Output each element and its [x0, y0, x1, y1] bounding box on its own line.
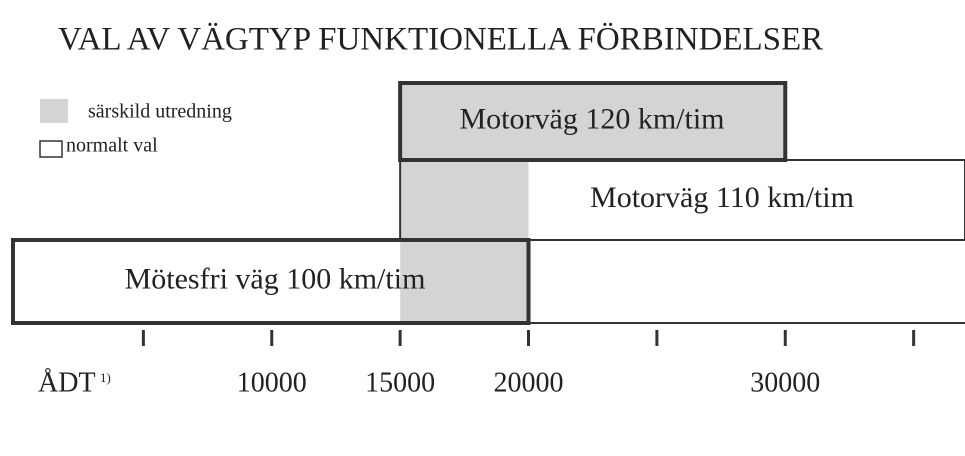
x-tick-label: 20000 [494, 367, 564, 398]
bar-border [11, 238, 531, 325]
legend-swatch [40, 99, 68, 123]
bar-label: Motorväg 120 km/tim [460, 102, 725, 135]
legend-swatch [39, 140, 63, 158]
x-tick-label: 30000 [750, 367, 820, 398]
special-region [400, 160, 529, 240]
x-axis-label: ÅDT [38, 367, 96, 398]
bar [400, 83, 786, 160]
legend-label: normalt val [66, 135, 158, 157]
special-region [400, 240, 529, 323]
x-tick-label: 15000 [365, 367, 435, 398]
x-axis-note: 1) [100, 370, 111, 385]
x-tick-label: 10000 [237, 367, 307, 398]
chart-title: VAL AV VÄGTYP FUNKTIONELLA FÖRBINDELSER [58, 22, 823, 58]
bar-border [399, 159, 965, 241]
bar-label: Mötesfri väg 100 km/tim [125, 262, 426, 295]
bar-label: Motorväg 110 km/tim [590, 181, 854, 214]
legend-label: särskild utredning [88, 101, 232, 123]
